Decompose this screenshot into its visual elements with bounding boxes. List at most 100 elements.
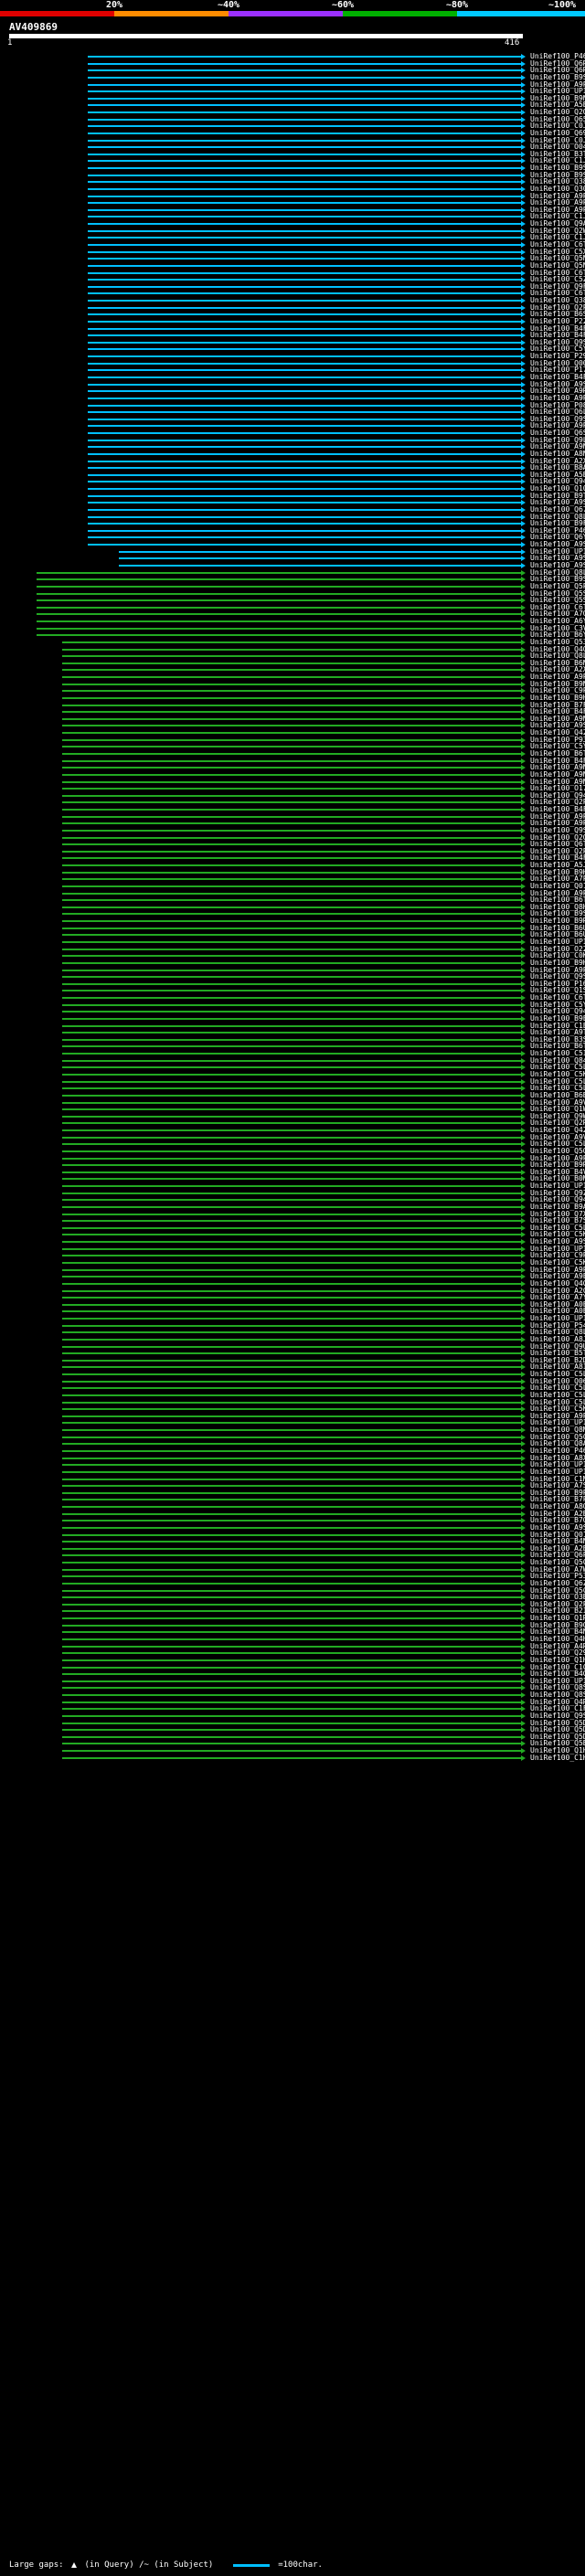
hit-row[interactable]: UniRef100_A9PEV6 — [0, 966, 585, 975]
hit-row[interactable]: UniRef100_A9SXD6 — [0, 498, 585, 507]
hit-accession-link[interactable]: UniRef100_Q5CG58 — [530, 1558, 585, 1567]
hit-row[interactable]: UniRef100_C1J960 — [0, 233, 585, 242]
hit-row[interactable]: UniRef100_B6NPF9 — [0, 659, 585, 668]
hit-accession-link[interactable]: UniRef100_C5LH67 — [530, 1063, 585, 1072]
hit-accession-link[interactable]: UniRef100_A9P9U1 — [530, 421, 585, 430]
hit-accession-link[interactable]: UniRef100_UPI000... — [530, 87, 585, 96]
hit-row[interactable]: UniRef100_A9PEE1 — [0, 80, 585, 90]
hit-row[interactable]: UniRef100_C5LNV8 — [0, 1224, 585, 1233]
hit-row[interactable]: UniRef100_A9E7N2 — [0, 1272, 585, 1281]
hit-alignment-bar[interactable] — [88, 187, 521, 190]
hit-alignment-bar[interactable] — [62, 1059, 521, 1062]
hit-row[interactable]: UniRef100_Q9WTJ0 — [0, 1112, 585, 1121]
hit-row[interactable]: UniRef100_C5LYL9 — [0, 1077, 585, 1087]
hit-accession-link[interactable]: UniRef100_Q5DF28 — [530, 1718, 585, 1727]
hit-accession-link[interactable]: UniRef100_B4GEQ9 — [530, 1670, 585, 1679]
hit-accession-link[interactable]: UniRef100_Q1WTZ1 — [530, 1105, 585, 1114]
hit-alignment-bar[interactable] — [62, 809, 521, 811]
hit-alignment-bar[interactable] — [62, 899, 521, 902]
hit-accession-link[interactable]: UniRef100_Q9ZRY8 — [530, 1188, 585, 1197]
hit-alignment-bar[interactable] — [88, 216, 521, 218]
hit-row[interactable]: UniRef100_A9P1A4 — [0, 394, 585, 403]
hit-accession-link[interactable]: UniRef100_C5LYL8 — [530, 1084, 585, 1093]
hit-alignment-bar[interactable] — [62, 892, 521, 895]
hit-alignment-bar[interactable] — [62, 955, 521, 958]
hit-alignment-bar[interactable] — [37, 571, 521, 574]
hit-accession-link[interactable]: UniRef100_A9PGB8 — [530, 888, 585, 897]
hit-row[interactable]: UniRef100_Q9LJC9 — [0, 436, 585, 445]
hit-row[interactable]: UniRef100_C5KWK0 — [0, 1230, 585, 1239]
hit-alignment-bar[interactable] — [62, 1680, 521, 1682]
hit-alignment-bar[interactable] — [62, 1470, 521, 1473]
hit-accession-link[interactable]: UniRef100_Q6S735 — [530, 429, 585, 438]
hit-row[interactable]: UniRef100_Q2RAW0 — [0, 1118, 585, 1128]
hit-accession-link[interactable]: UniRef100_Q2PEX4 — [530, 846, 585, 855]
hit-alignment-bar[interactable] — [62, 1512, 521, 1515]
hit-accession-link[interactable]: UniRef100_UPI000... — [530, 1676, 585, 1685]
hit-row[interactable]: UniRef100_A9NMW7 — [0, 442, 585, 451]
hit-accession-link[interactable]: UniRef100_P93565 — [530, 735, 585, 744]
hit-row[interactable]: UniRef100_Q5DFD3 — [0, 1725, 585, 1734]
hit-row[interactable]: UniRef100_C6TE65 — [0, 603, 585, 612]
hit-accession-link[interactable]: UniRef100_B6NPF9 — [530, 658, 585, 667]
hit-row[interactable]: UniRef100_C5XR07 — [0, 248, 585, 257]
hit-alignment-bar[interactable] — [62, 1380, 521, 1383]
hit-alignment-bar[interactable] — [62, 836, 521, 839]
hit-alignment-bar[interactable] — [62, 1297, 521, 1299]
hit-row[interactable]: UniRef100_C5LJK3 — [0, 1391, 585, 1400]
hit-alignment-bar[interactable] — [62, 1199, 521, 1202]
hit-accession-link[interactable]: UniRef100_P08440 — [530, 400, 585, 409]
hit-accession-link[interactable]: UniRef100_Q94JJ0 — [530, 1007, 585, 1016]
hit-row[interactable]: UniRef100_A9PD58 — [0, 1154, 585, 1163]
hit-alignment-bar[interactable] — [62, 1610, 521, 1613]
hit-accession-link[interactable]: UniRef100_B4FPD8 — [530, 756, 585, 765]
hit-row[interactable]: UniRef100_Q9S0U3 — [0, 415, 585, 424]
hit-row[interactable]: UniRef100_Q2P0G0 — [0, 1600, 585, 1609]
hit-alignment-bar[interactable] — [62, 1282, 521, 1285]
hit-row[interactable]: UniRef100_B9N5P0 — [0, 94, 585, 103]
hit-accession-link[interactable]: UniRef100_B4F947 — [530, 853, 585, 863]
hit-accession-link[interactable]: UniRef100_Q8LK58 — [530, 512, 585, 521]
hit-accession-link[interactable]: UniRef100_P22197 — [530, 316, 585, 325]
hit-alignment-bar[interactable] — [62, 1038, 521, 1041]
hit-row[interactable]: UniRef100_A9S0F8 — [0, 554, 585, 563]
hit-row[interactable]: UniRef100_Q1RX09 — [0, 1614, 585, 1623]
hit-row[interactable]: UniRef100_A9S0L4 — [0, 540, 585, 549]
hit-alignment-bar[interactable] — [62, 1066, 521, 1069]
hit-accession-link[interactable]: UniRef100_C6TE65 — [530, 602, 585, 611]
hit-alignment-bar[interactable] — [62, 1387, 521, 1390]
hit-accession-link[interactable]: UniRef100_B4FNP0 — [530, 323, 585, 333]
hit-alignment-bar[interactable] — [88, 62, 521, 65]
hit-accession-link[interactable]: UniRef100_C5LNV8 — [530, 1223, 585, 1232]
hit-row[interactable]: UniRef100_Q9U9R9 — [0, 1342, 585, 1352]
hit-accession-link[interactable]: UniRef100_C1J960 — [530, 233, 585, 242]
hit-accession-link[interactable]: UniRef100_B9S9A4 — [530, 72, 585, 81]
hit-alignment-bar[interactable] — [62, 794, 521, 797]
hit-alignment-bar[interactable] — [88, 258, 521, 260]
hit-alignment-bar[interactable] — [62, 1032, 521, 1034]
hit-accession-link[interactable]: UniRef100_A9P3E5 — [530, 1411, 585, 1420]
hit-row[interactable]: UniRef100_P29356 — [0, 352, 585, 361]
hit-row[interactable]: UniRef100_B9AMB6 — [0, 1203, 585, 1212]
hit-row[interactable]: UniRef100_Q53P96 — [0, 638, 585, 647]
hit-accession-link[interactable]: UniRef100_B9SJY9 — [530, 909, 585, 918]
hit-row[interactable]: UniRef100_C1FEC9 — [0, 1704, 585, 1713]
hit-accession-link[interactable]: UniRef100_Q38HV4 — [530, 177, 585, 186]
hit-row[interactable]: UniRef100_Q9ZRY8 — [0, 1189, 585, 1198]
hit-alignment-bar[interactable] — [88, 481, 521, 483]
hit-accession-link[interactable]: UniRef100_B5TM38 — [530, 1349, 585, 1358]
hit-row[interactable]: UniRef100_P46256 — [0, 52, 585, 61]
hit-row[interactable]: UniRef100_Q8LE10 — [0, 1328, 585, 1337]
hit-accession-link[interactable]: UniRef100_C1C2Q0 — [530, 1662, 585, 1671]
hit-accession-link[interactable]: UniRef100_B6TI65 — [530, 749, 585, 758]
hit-row[interactable]: UniRef100_Q1ST17 — [0, 986, 585, 995]
hit-alignment-bar[interactable] — [62, 801, 521, 804]
hit-accession-link[interactable]: UniRef100_B9S9M4 — [530, 170, 585, 179]
hit-alignment-bar[interactable] — [62, 822, 521, 825]
hit-alignment-bar[interactable] — [62, 1617, 521, 1620]
hit-accession-link[interactable]: UniRef100_C0KTA6 — [530, 951, 585, 960]
hit-accession-link[interactable]: UniRef100_O04975 — [530, 143, 585, 152]
hit-row[interactable]: UniRef100_C5ZXR1 — [0, 275, 585, 284]
hit-row[interactable]: UniRef100_C5K7G9 — [0, 1405, 585, 1414]
hit-accession-link[interactable]: UniRef100_Q8SRD7 — [530, 1691, 585, 1700]
